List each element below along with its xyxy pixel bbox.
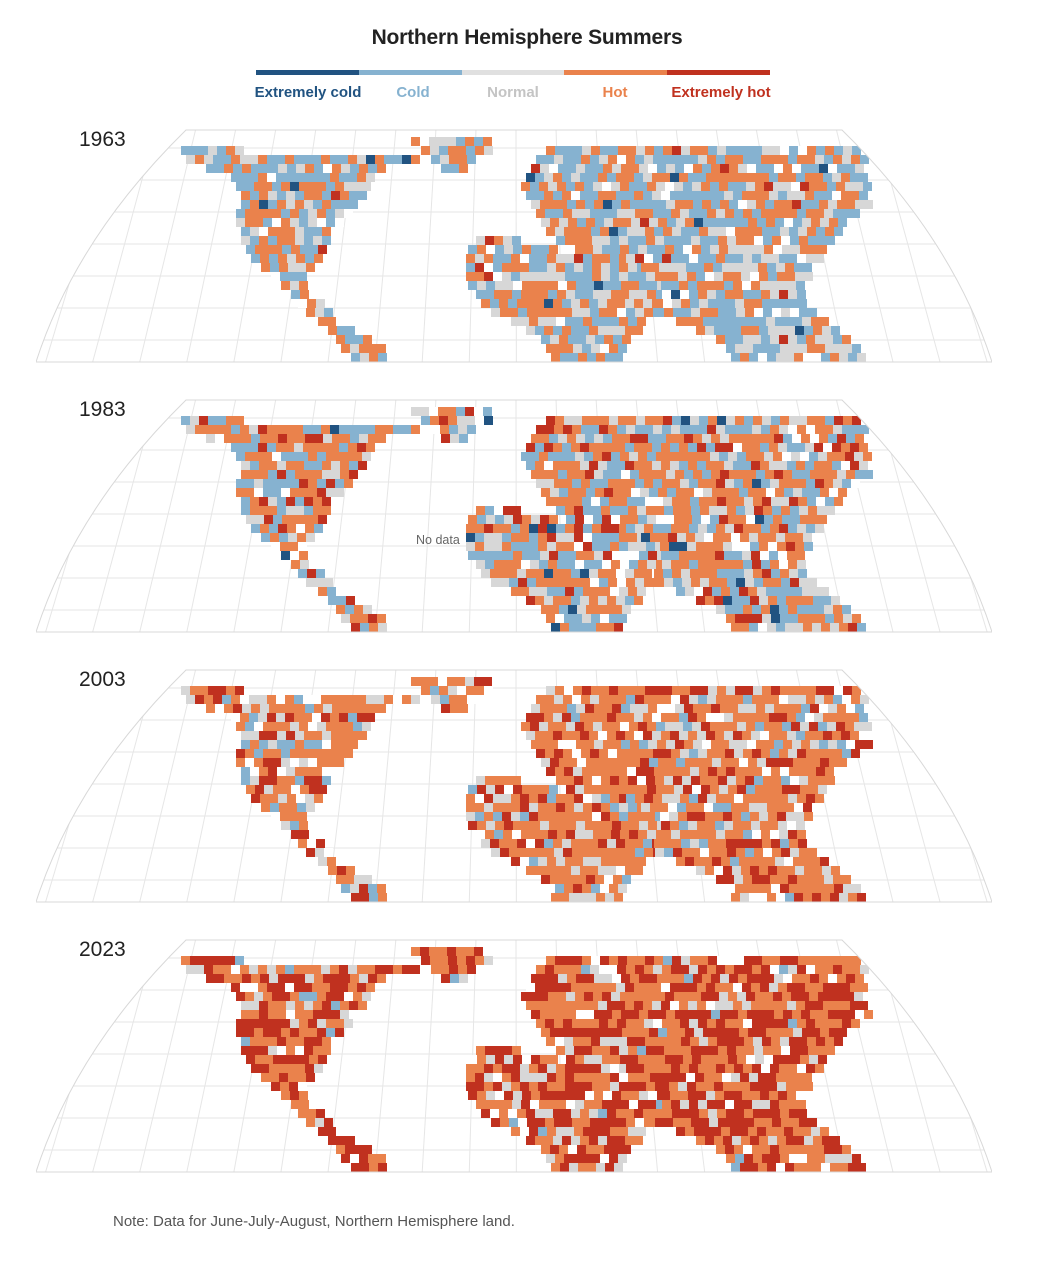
no-data-annotation: No data bbox=[416, 533, 460, 547]
legend-label-cold: Cold bbox=[396, 84, 430, 101]
map-panel-2003: 2003 bbox=[36, 668, 992, 906]
map-2003 bbox=[36, 669, 992, 903]
map-2023 bbox=[36, 939, 992, 1173]
color-legend: Extremely cold Cold Normal Hot Extremely… bbox=[255, 70, 771, 106]
year-label: 2023 bbox=[79, 938, 126, 961]
legend-swatch-extremely-hot bbox=[667, 70, 770, 75]
map-panel-2023: 2023 bbox=[36, 938, 992, 1176]
land-cells bbox=[181, 137, 873, 362]
land-cells bbox=[181, 947, 873, 1172]
chart-title: Northern Hemisphere Summers bbox=[371, 26, 683, 49]
legend-label-extremely-hot: Extremely hot bbox=[671, 84, 771, 101]
legend-swatch-hot bbox=[564, 70, 667, 75]
year-label: 2003 bbox=[79, 668, 126, 691]
map-1983 bbox=[36, 399, 992, 633]
year-label: 1983 bbox=[79, 398, 126, 421]
year-label: 1963 bbox=[79, 128, 126, 151]
legend-label-hot: Hot bbox=[602, 84, 628, 101]
land-cells bbox=[181, 677, 873, 902]
map-1963 bbox=[36, 129, 992, 363]
map-panel-1963: 1963 bbox=[36, 128, 992, 366]
land-cells bbox=[181, 407, 873, 632]
legend-swatch-normal bbox=[462, 70, 564, 75]
legend-swatch-extremely-cold bbox=[256, 70, 359, 75]
legend-label-normal: Normal bbox=[487, 84, 539, 101]
footnote: Note: Data for June-July-August, Norther… bbox=[113, 1213, 515, 1230]
map-panel-1983: 1983 No data bbox=[36, 398, 992, 636]
legend-label-extremely-cold: Extremely cold bbox=[254, 84, 362, 101]
legend-swatch-cold bbox=[359, 70, 462, 75]
